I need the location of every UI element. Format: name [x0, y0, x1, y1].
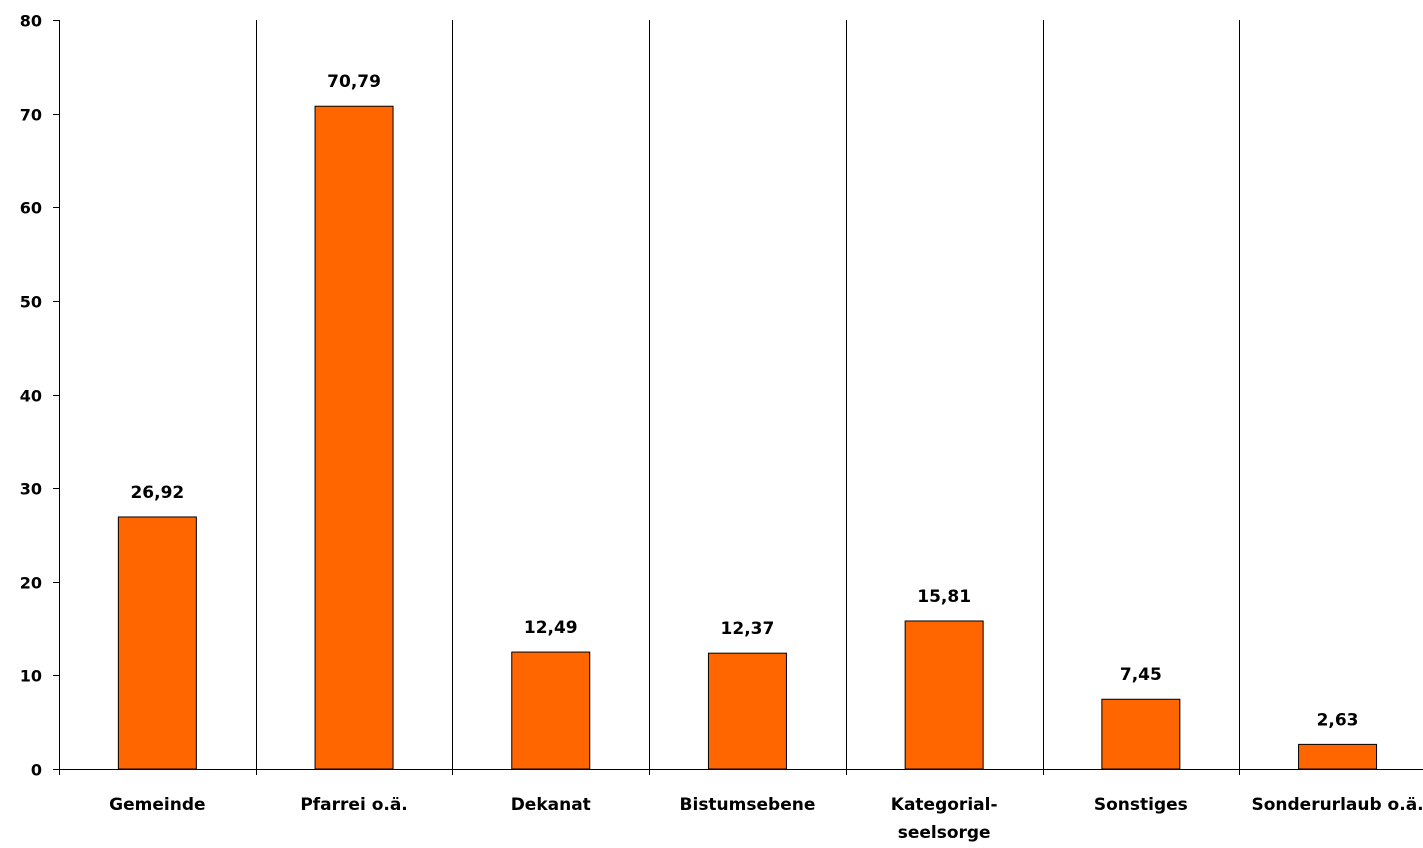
category-label-line: Sonstiges — [1094, 795, 1188, 815]
y-tick-labels: 0 10 20 30 40 50 60 70 80 — [20, 12, 42, 780]
y-tick-label: 50 — [20, 293, 42, 312]
bar-sonstiges — [1101, 698, 1181, 770]
category-label-line: Dekanat — [511, 795, 591, 815]
category-label: Pfarrei o.ä. — [300, 795, 407, 815]
data-label: 15,81 — [917, 587, 971, 607]
category-label-line: seelsorge — [898, 823, 991, 843]
category-label: Kategorial-seelsorge — [891, 795, 998, 843]
y-tick-label: 0 — [31, 761, 42, 780]
data-label: 70,79 — [327, 72, 381, 92]
category-label-line: Pfarrei o.ä. — [300, 795, 407, 815]
bar-sonderurlaub-o-ä — [1298, 743, 1378, 770]
category-label: Sonderurlaub o.ä. — [1251, 795, 1423, 815]
data-label: 7,45 — [1120, 665, 1162, 685]
y-tick-label: 30 — [20, 480, 42, 499]
category-label: Dekanat — [511, 795, 591, 815]
category-separators — [256, 20, 1240, 775]
y-tick-label: 20 — [20, 574, 42, 593]
data-label: 26,92 — [130, 483, 184, 503]
y-tick-label: 80 — [20, 12, 42, 31]
axes — [53, 20, 1423, 775]
data-label: 2,63 — [1317, 710, 1359, 730]
bars — [117, 105, 1378, 770]
bar-bistumsebene — [707, 652, 787, 770]
category-label: Gemeinde — [109, 795, 205, 815]
category-label-line: Bistumsebene — [680, 795, 816, 815]
y-tick-label: 10 — [20, 667, 42, 686]
category-label: Bistumsebene — [680, 795, 816, 815]
data-label: 12,49 — [524, 618, 578, 638]
data-label: 12,37 — [721, 619, 775, 639]
bar-dekanat — [511, 651, 591, 770]
bar-pfarrei-o-ä — [314, 105, 394, 770]
data-labels: 26,92 70,79 12,49 12,37 15,81 7,45 2,63 — [130, 72, 1358, 730]
y-tick-label: 60 — [20, 199, 42, 218]
category-label-line: Kategorial- — [891, 795, 998, 815]
category-label-line: Sonderurlaub o.ä. — [1251, 795, 1423, 815]
y-tick-label: 70 — [20, 106, 42, 125]
bar-kategorial-seelsorge — [904, 620, 984, 770]
category-label-line: Gemeinde — [109, 795, 205, 815]
bar-gemeinde — [117, 516, 197, 770]
category-label: Sonstiges — [1094, 795, 1188, 815]
y-tick-label: 40 — [20, 387, 42, 406]
x-category-labels: Gemeinde Pfarrei o.ä. Dekanat Bistumsebene K… — [109, 795, 1423, 843]
